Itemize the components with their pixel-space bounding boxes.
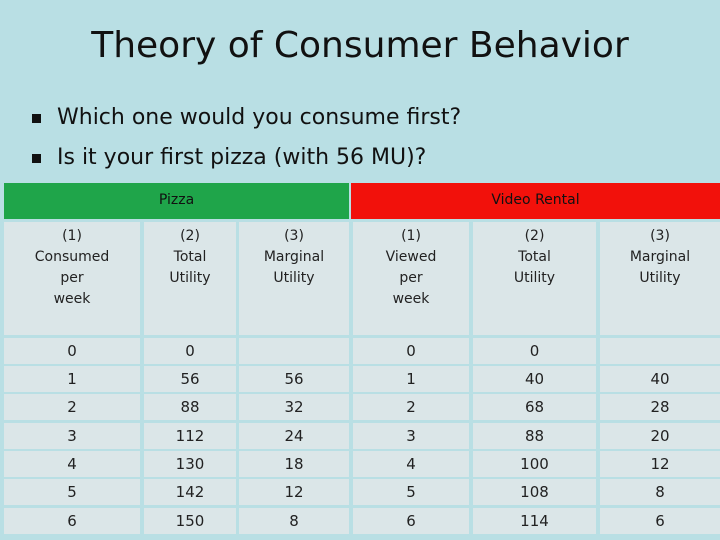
table-cell: 40 xyxy=(473,366,596,392)
table-cell: 6 xyxy=(353,508,469,534)
table-cell: 68 xyxy=(473,394,596,420)
table-cell: 4 xyxy=(4,451,140,477)
table-cell: 6 xyxy=(4,508,140,534)
table-cell: 56 xyxy=(144,366,236,392)
bullet-item: Is it your first pizza (with 56 MU)? xyxy=(32,138,461,178)
table-cell: 56 xyxy=(239,366,349,392)
table-cell xyxy=(239,338,349,364)
table-cell: 20 xyxy=(600,423,720,449)
group-header-pizza: Pizza xyxy=(4,183,349,219)
square-bullet-icon xyxy=(32,153,41,163)
table-cell: 18 xyxy=(239,451,349,477)
table-cell: 1 xyxy=(353,366,469,392)
table-cell: 24 xyxy=(239,423,349,449)
table-cell: 40 xyxy=(600,366,720,392)
column-header: (3) Marginal Utility xyxy=(600,222,720,335)
column-header: (1) Consumed per week xyxy=(4,222,140,335)
table-cell: 32 xyxy=(239,394,349,420)
bullet-item: Which one would you consume first? xyxy=(32,98,461,138)
column-header: (1) Viewed per week xyxy=(353,222,469,335)
table-cell: 112 xyxy=(144,423,236,449)
table-cell: 150 xyxy=(144,508,236,534)
slide-title: Theory of Consumer Behavior xyxy=(91,25,629,66)
table-cell: 100 xyxy=(473,451,596,477)
table-cell: 12 xyxy=(239,479,349,505)
table-cell: 3 xyxy=(353,423,469,449)
table-cell: 12 xyxy=(600,451,720,477)
table-cell: 108 xyxy=(473,479,596,505)
table-cell xyxy=(600,338,720,364)
table-cell: 0 xyxy=(4,338,140,364)
bullet-text: Is it your first pizza (with 56 MU)? xyxy=(57,145,427,170)
table-cell: 88 xyxy=(473,423,596,449)
group-header-video-rental: Video Rental xyxy=(351,183,720,219)
square-bullet-icon xyxy=(32,113,41,123)
table-cell: 28 xyxy=(600,394,720,420)
table-cell: 4 xyxy=(353,451,469,477)
table-cell: 0 xyxy=(144,338,236,364)
table-cell: 6 xyxy=(600,508,720,534)
table-cell: 3 xyxy=(4,423,140,449)
column-header: (2) Total Utility xyxy=(473,222,596,335)
table-cell: 0 xyxy=(353,338,469,364)
table-cell: 130 xyxy=(144,451,236,477)
table-cell: 2 xyxy=(4,394,140,420)
table-cell: 8 xyxy=(239,508,349,534)
table-cell: 5 xyxy=(4,479,140,505)
column-header: (2) Total Utility xyxy=(144,222,236,335)
table-cell: 142 xyxy=(144,479,236,505)
table-cell: 88 xyxy=(144,394,236,420)
table-cell: 8 xyxy=(600,479,720,505)
bullet-text: Which one would you consume first? xyxy=(57,105,462,130)
table-cell: 114 xyxy=(473,508,596,534)
bullet-list: Which one would you consume first? Is it… xyxy=(32,98,461,178)
table-cell: 2 xyxy=(353,394,469,420)
table-cell: 0 xyxy=(473,338,596,364)
utility-table: Pizza Video Rental (1) Consumed per week… xyxy=(4,183,720,540)
column-header: (3) Marginal Utility xyxy=(239,222,349,335)
table-cell: 1 xyxy=(4,366,140,392)
table-cell: 5 xyxy=(353,479,469,505)
